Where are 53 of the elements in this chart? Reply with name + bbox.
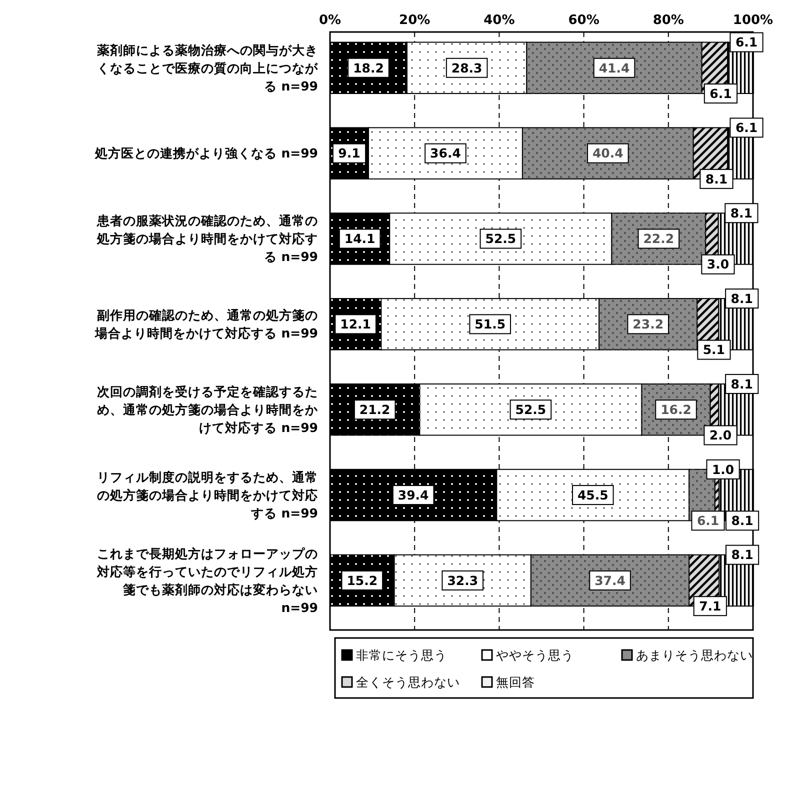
- y-tick-label: 薬剤師による薬物治療への関与が大きくなることで医療の質の向上につながる n=99: [96, 42, 319, 94]
- x-tick-label: 40%: [484, 13, 515, 28]
- y-tick-label: リフィル制度の説明をするため、通常の処方箋の場合より時間をかけて対応する n=99: [97, 469, 318, 520]
- data-label: 8.1: [730, 376, 753, 392]
- data-label: 6.1: [735, 34, 758, 50]
- data-label: 9.1: [338, 146, 360, 161]
- data-label: 8.1: [731, 513, 754, 528]
- data-label: 8.1: [730, 290, 753, 306]
- data-label: 1.0: [712, 462, 734, 477]
- data-label: 37.4: [594, 572, 626, 588]
- data-label: 6.1: [735, 120, 758, 136]
- data-label: 15.2: [346, 572, 378, 588]
- legend-label: 無回答: [496, 674, 535, 690]
- x-tick-label: 20%: [399, 13, 430, 28]
- data-label: 2.0: [709, 428, 732, 443]
- x-tick-label: 80%: [652, 13, 684, 28]
- data-label: 18.2: [353, 60, 384, 76]
- data-label: 22.2: [643, 231, 674, 246]
- data-label: 3.0: [706, 256, 730, 272]
- data-label: 23.2: [632, 316, 664, 332]
- data-label: 52.5: [485, 231, 516, 246]
- data-label: 8.1: [705, 171, 728, 186]
- x-tick-label: 0%: [318, 13, 342, 28]
- data-label: 8.1: [731, 547, 754, 562]
- data-label: 32.3: [447, 572, 478, 588]
- x-tick-label: 100%: [732, 13, 774, 28]
- y-tick-label: 処方医との連携がより強くなる n=99: [94, 146, 318, 161]
- data-label: 14.1: [344, 231, 376, 246]
- legend-label: あまりそう思わない: [636, 647, 753, 662]
- data-label: 52.5: [515, 402, 546, 417]
- data-label: 6.1: [696, 513, 720, 528]
- data-label: 45.5: [577, 487, 608, 502]
- data-label: 51.5: [474, 316, 506, 332]
- y-tick-label: これまで長期処方はフォローアップの対応等を行っていたのでリフィル処方箋でも薬剤師の対応は変わらない n=99: [96, 546, 318, 615]
- y-tick-label: 副作用の確認のため、通常の処方箋の場合より時間をかけて対応する n=99: [94, 308, 318, 341]
- data-label: 39.4: [398, 487, 430, 502]
- data-label: 7.1: [699, 598, 722, 614]
- y-tick-label: 次回の調剤を受ける予定を確認するため、通常の処方箋の場合より時間をかけて対応する n=99: [97, 384, 319, 435]
- data-label: 8.1: [730, 205, 753, 220]
- y-tick-label: 患者の服薬状況の確認のため、通常の処方箋の場合より時間をかけて対応する n=99: [96, 213, 318, 264]
- data-label: 5.1: [702, 342, 726, 358]
- data-label: 12.1: [340, 316, 372, 332]
- data-label: 36.4: [430, 146, 462, 161]
- legend-label: 非常にそう思う: [356, 647, 447, 662]
- data-label: 21.2: [359, 402, 390, 417]
- data-label: 6.1: [710, 86, 732, 101]
- legend-label: ややそう思う: [496, 647, 574, 662]
- data-label: 16.2: [660, 402, 692, 417]
- data-label: 40.4: [592, 146, 624, 161]
- legend-label: 全くそう思わない: [356, 674, 460, 690]
- data-label: 28.3: [451, 60, 482, 76]
- data-label: 41.4: [598, 60, 630, 76]
- x-tick-label: 60%: [568, 13, 600, 28]
